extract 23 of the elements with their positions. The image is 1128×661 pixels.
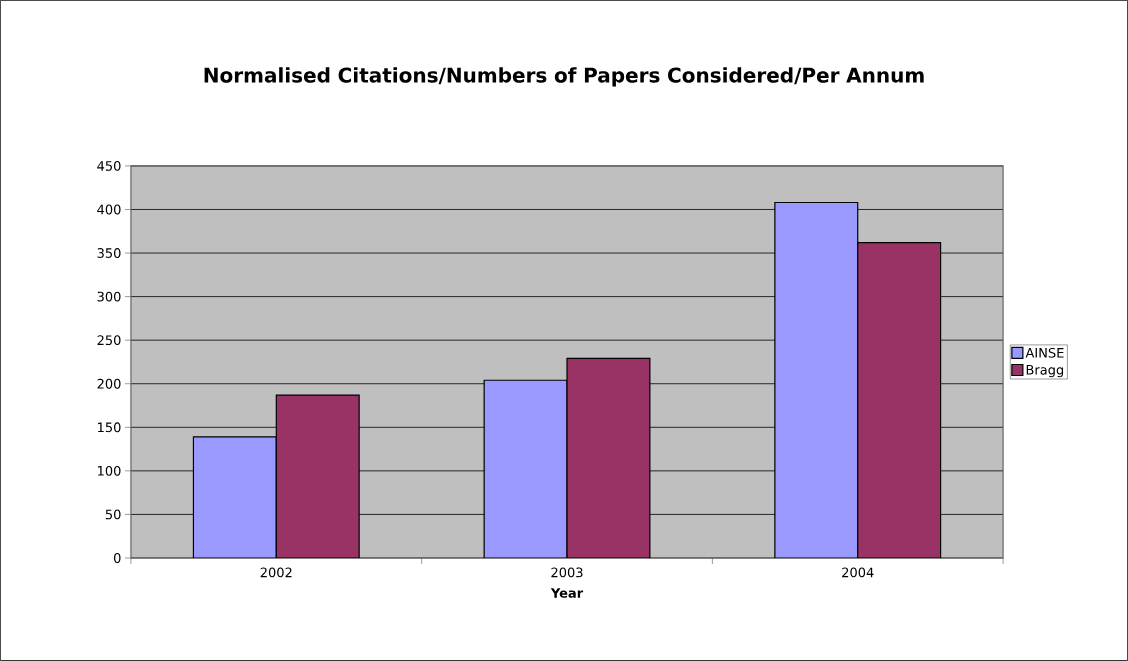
y-tick-label: 300 [97,291,121,302]
bar [774,201,859,559]
x-tick-label: 2003 [551,567,583,578]
y-tick-label: 200 [97,378,121,389]
y-tick-label: 50 [105,509,121,520]
y-tick-label: 150 [98,422,121,433]
bar [192,436,277,559]
legend-label: AINSE [1025,347,1064,358]
chart-title: Normalised Citations/Numbers of Papers Considered/Per Annum [204,67,924,87]
y-tick-label: 0 [114,553,121,563]
x-tick-label: 2002 [260,567,292,578]
bar [566,357,651,559]
x-tick-label: 2004 [842,567,874,578]
bar [275,394,360,559]
bar [857,242,942,559]
y-tick-label: 250 [97,335,121,346]
y-tick-label: 450 [97,161,121,171]
x-axis-title: Year [550,588,584,598]
bar [483,379,568,559]
y-tick-label: 350 [97,248,121,259]
y-tick-label: 400 [97,204,121,215]
y-tick-label: 100 [98,465,121,476]
legend-label: Bragg [1026,365,1064,378]
